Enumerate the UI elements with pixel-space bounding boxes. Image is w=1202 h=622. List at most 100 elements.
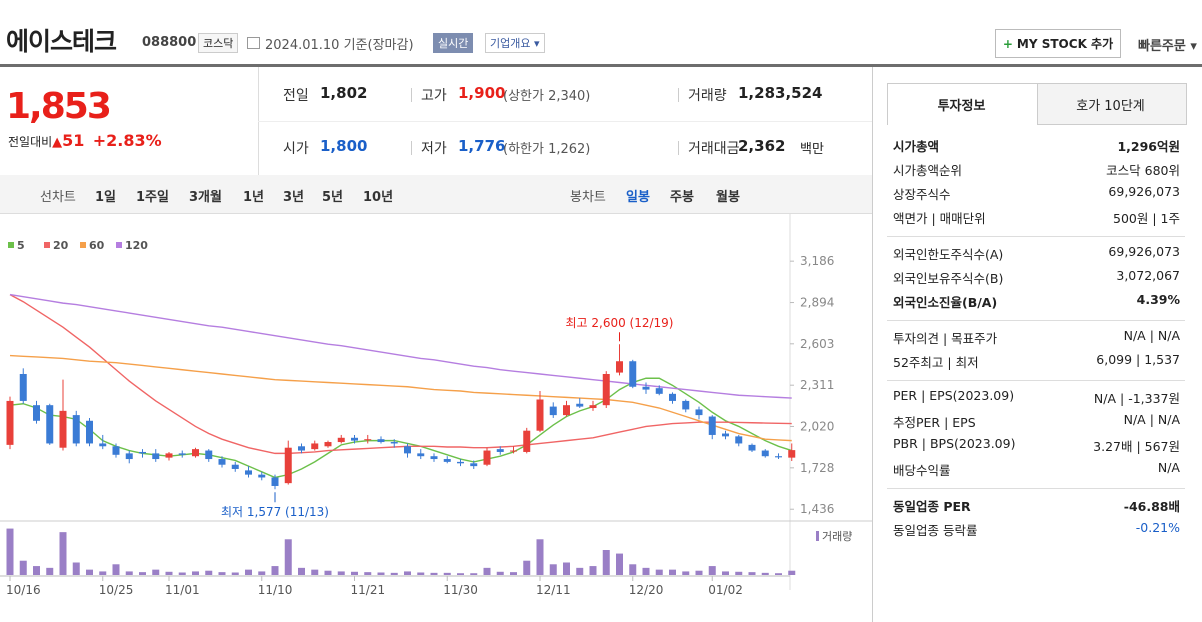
volume-bar [788, 570, 796, 575]
period-tab[interactable]: 10년 [363, 190, 394, 205]
info-tab[interactable]: 호가 10단계 [1076, 99, 1145, 114]
quick-order[interactable]: 빠른주문 ▾ [1138, 39, 1197, 54]
period-tab[interactable]: 1년 [243, 190, 265, 205]
candle-body [205, 450, 213, 460]
candle-body [589, 405, 597, 409]
info-value: -46.88배 [1123, 499, 1180, 514]
ma-line [9, 377, 792, 479]
volume-bar [19, 560, 27, 575]
candle-body [563, 405, 570, 416]
calendar-icon [247, 37, 260, 49]
company-badge[interactable]: 기업개요 ▾ [485, 33, 545, 53]
x-tick-label: 12/20 [629, 583, 664, 597]
quote-limit: (상한가 2,340) [503, 89, 591, 104]
candle-body [470, 463, 478, 467]
legend-swatch [116, 242, 122, 248]
candle-body [152, 453, 160, 460]
volume-bar [258, 571, 266, 575]
period-tab[interactable]: 5년 [322, 190, 344, 205]
period-tab[interactable]: 3개월 [189, 190, 222, 205]
volume-bar [642, 567, 650, 575]
volume-bar [761, 572, 769, 575]
info-value: 69,926,073 [1108, 244, 1180, 259]
quote-limit: (하한가 1,262) [503, 142, 591, 157]
period-tab[interactable]: 3년 [283, 190, 305, 205]
volume-legend-swatch [816, 531, 819, 541]
candle-body [404, 446, 411, 454]
info-label: 배당수익률 [893, 463, 951, 478]
candle-body [536, 399, 544, 431]
volume-bar [510, 572, 517, 575]
x-tick-label: 10/16 [6, 583, 41, 597]
volume-bar [483, 567, 491, 575]
volume-bar [629, 564, 637, 575]
info-tab[interactable]: 투자정보 [937, 99, 986, 114]
candle-body [337, 437, 345, 443]
panel-divider [872, 67, 873, 622]
x-tick-label: 11/21 [351, 583, 386, 597]
volume-bar [430, 572, 438, 575]
y-tick-label: 1,436 [800, 502, 834, 516]
candle-body [549, 406, 557, 416]
volume-bar [284, 539, 292, 575]
mystock-button[interactable]: + MY STOCK 추가 [995, 29, 1121, 58]
candle-body [655, 388, 663, 394]
volume-bar [218, 572, 226, 575]
candle-body [364, 439, 372, 441]
volume-bar [125, 571, 133, 575]
volume-bar [271, 566, 279, 575]
volume-bar [748, 572, 756, 575]
realtime-badge[interactable]: 실시간 [433, 33, 474, 53]
candle-tab[interactable]: 일봉 [626, 190, 650, 205]
volume-bar [165, 571, 173, 575]
quote-value: 1,283,524 [738, 84, 823, 102]
candle-body [59, 410, 67, 448]
info-value: 3,072,067 [1116, 268, 1180, 283]
volume-bar [722, 571, 729, 575]
volume-legend: 거래량 [822, 530, 852, 543]
info-label: 동일업종 등락률 [893, 523, 978, 538]
y-tick-label: 2,020 [800, 419, 834, 433]
volume-bar [417, 572, 425, 575]
ma-line [9, 293, 792, 455]
candle-body [682, 400, 690, 410]
info-value: 코스닥 680위 [1106, 163, 1180, 178]
candle-body [430, 456, 438, 460]
candle-body [6, 400, 14, 445]
candle-tab[interactable]: 주봉 [670, 190, 694, 205]
period-tab[interactable]: 1주일 [136, 190, 169, 205]
separator [411, 141, 412, 155]
candle-body [33, 405, 40, 421]
volume-bar [563, 562, 570, 575]
period-tab[interactable]: 1일 [95, 190, 117, 205]
candle-tab[interactable]: 월봉 [716, 190, 740, 205]
volume-bar [152, 569, 160, 575]
quote-label: 전일 [283, 88, 309, 104]
candle-body [19, 373, 27, 401]
volume-bar [46, 567, 54, 575]
candle-body [443, 459, 451, 462]
quote-unit: 백만 [800, 142, 824, 157]
volume-bar [231, 572, 239, 575]
info-label: 시가총액 [893, 139, 940, 154]
candle-body [417, 453, 425, 457]
y-tick-label: 2,603 [800, 337, 834, 351]
legend-label: 120 [125, 239, 148, 252]
candle-body [245, 470, 252, 475]
ma-line [9, 293, 792, 399]
candle-body [669, 393, 676, 401]
info-label: 액면가 | 매매단위 [893, 211, 986, 226]
candle-body [761, 450, 769, 457]
info-value: 4.39% [1136, 292, 1180, 307]
candle-body [351, 437, 358, 441]
candle-body [775, 456, 782, 458]
candle-body [99, 443, 107, 447]
y-tick-label: 2,894 [800, 296, 834, 310]
info-value: -0.21% [1135, 520, 1180, 535]
candle-body [602, 373, 610, 406]
info-label: 상장주식수 [893, 187, 951, 202]
info-value: 69,926,073 [1108, 184, 1180, 199]
candle-body [271, 477, 279, 486]
volume-bar [496, 571, 504, 575]
